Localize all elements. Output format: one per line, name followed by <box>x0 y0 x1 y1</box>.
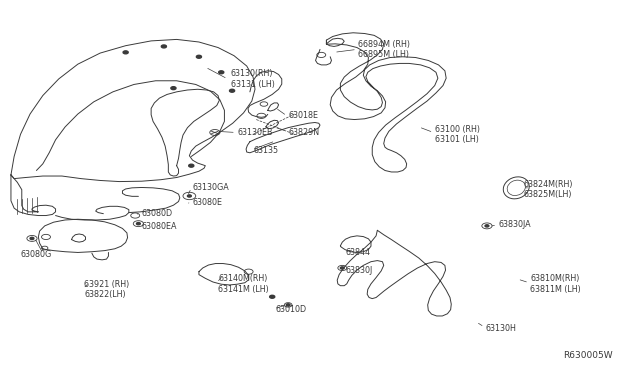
Text: R630005W: R630005W <box>563 350 613 359</box>
Text: 63830J: 63830J <box>346 266 372 275</box>
Text: 63080EA: 63080EA <box>141 222 177 231</box>
Text: 63010D: 63010D <box>275 305 307 314</box>
Circle shape <box>189 164 194 167</box>
Circle shape <box>286 304 290 306</box>
Text: 63080E: 63080E <box>193 198 223 207</box>
Text: 63100 (RH)
63101 (LH): 63100 (RH) 63101 (LH) <box>435 125 480 144</box>
Circle shape <box>188 195 191 197</box>
Text: 63018E: 63018E <box>288 111 318 121</box>
Text: 63810M(RH)
63811M (LH): 63810M(RH) 63811M (LH) <box>531 274 581 294</box>
Text: 63135: 63135 <box>253 147 278 155</box>
Circle shape <box>136 222 140 225</box>
Text: 63130(RH)
63131 (LH): 63130(RH) 63131 (LH) <box>231 69 275 89</box>
Text: 63844: 63844 <box>346 248 371 257</box>
Circle shape <box>219 71 224 74</box>
Text: 63130H: 63130H <box>486 324 516 333</box>
Text: 63921 (RH)
63822(LH): 63921 (RH) 63822(LH) <box>84 280 129 299</box>
Circle shape <box>161 45 166 48</box>
Text: 63080D: 63080D <box>141 209 173 218</box>
Circle shape <box>485 225 489 227</box>
Circle shape <box>123 51 128 54</box>
Circle shape <box>269 295 275 298</box>
Text: 63140M(RH)
63141M (LH): 63140M(RH) 63141M (LH) <box>218 274 269 294</box>
Text: 63130EB: 63130EB <box>237 128 273 137</box>
Circle shape <box>340 267 344 269</box>
Circle shape <box>196 55 202 58</box>
Text: 63080G: 63080G <box>20 250 52 259</box>
Circle shape <box>230 89 235 92</box>
Circle shape <box>30 237 34 240</box>
Circle shape <box>171 87 176 90</box>
Text: 66894M (RH)
66895M (LH): 66894M (RH) 66895M (LH) <box>358 40 410 59</box>
Text: 63130GA: 63130GA <box>193 183 229 192</box>
Text: 63829N: 63829N <box>288 128 319 137</box>
Text: 63830JA: 63830JA <box>499 220 531 229</box>
Text: 63824M(RH)
63825M(LH): 63824M(RH) 63825M(LH) <box>524 180 573 199</box>
